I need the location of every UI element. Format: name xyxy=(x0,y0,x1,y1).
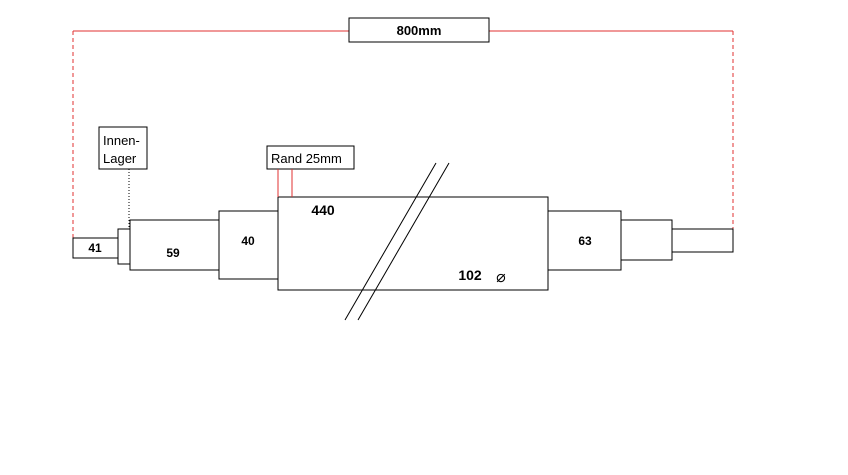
label-59: 59 xyxy=(166,246,180,260)
rim-callout-box xyxy=(266,145,355,170)
dimension-label: 800mm xyxy=(397,23,442,38)
overall-dimension xyxy=(72,30,734,238)
rim-callout-label: Rand 25mm xyxy=(271,151,342,166)
label-41: 41 xyxy=(88,241,102,255)
segment-440-roller xyxy=(277,196,549,291)
break-lines xyxy=(344,162,450,321)
label-102: 102 xyxy=(458,267,482,283)
bearing-callout-line1: Innen- xyxy=(103,133,140,148)
shaft xyxy=(72,196,734,291)
segment-63 xyxy=(547,210,622,271)
inner-bearing-collar xyxy=(117,228,131,265)
break-line-2 xyxy=(357,162,450,321)
diameter-symbol: ⌀ xyxy=(496,269,506,286)
segment-right-end xyxy=(671,228,734,253)
dimension-label-box xyxy=(348,17,490,43)
segment-right-step xyxy=(620,219,673,261)
label-440: 440 xyxy=(311,202,335,218)
bearing-callout-line2: Lager xyxy=(103,151,137,166)
bearing-callout-box xyxy=(98,126,148,170)
label-63: 63 xyxy=(578,234,592,248)
label-40: 40 xyxy=(241,234,255,248)
segment-59 xyxy=(129,219,220,271)
break-line-1 xyxy=(344,162,437,321)
rim-marker-lines xyxy=(277,169,293,197)
